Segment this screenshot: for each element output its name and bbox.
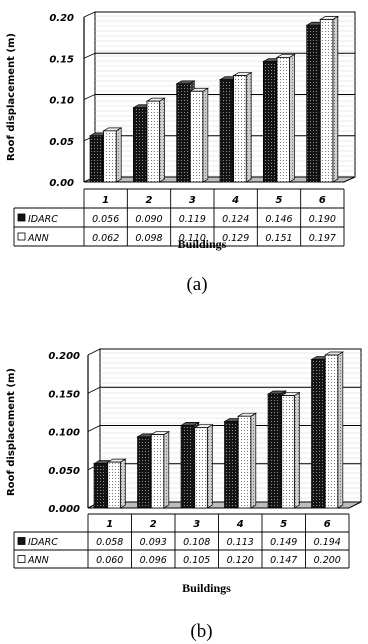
x-tick-label: 1 (102, 195, 109, 206)
x-tick-label: 6 (324, 519, 331, 530)
y-tick-label: 0.000 (48, 504, 80, 515)
legend-swatch-ann (17, 555, 26, 563)
bar-ann-4 (232, 71, 253, 183)
data-cell: 0.120 (227, 555, 254, 566)
gridline-side (87, 425, 101, 432)
x-axis-title: Buildings (178, 237, 227, 251)
chart-b: 0.000 0.050 0.100 0.150 0.200 1 2 3 4 5 6 IDARC 0.05… (6, 348, 362, 642)
data-cell: 0.119 (179, 214, 206, 225)
figure-caption: (a) (186, 274, 207, 295)
legend-swatch-idarc (17, 213, 26, 222)
data-cell: 0.149 (270, 537, 297, 548)
data-cell: 0.105 (183, 555, 210, 566)
data-cell: 0.147 (270, 555, 297, 566)
y-tick-label: 0.100 (48, 428, 80, 439)
x-tick-label: 3 (193, 519, 200, 530)
data-cell: 0.151 (265, 233, 292, 244)
bar-ann-4 (236, 412, 258, 509)
data-cell: 0.110 (179, 233, 206, 244)
bar-ann-5 (280, 391, 301, 509)
data-cell: 0.093 (140, 537, 167, 548)
data-cell: 0.058 (96, 537, 123, 548)
x-tick-label: 5 (280, 519, 287, 530)
x-tick-label: 4 (236, 519, 244, 530)
data-cell: 0.056 (92, 214, 119, 225)
legend-label-ann: ANN (27, 555, 49, 566)
x-tick-label: 1 (106, 519, 113, 530)
data-cell: 0.124 (222, 214, 249, 225)
x-axis-title: Buildings (182, 581, 231, 595)
data-cell: 0.096 (140, 555, 167, 566)
legend-swatch-idarc (17, 537, 26, 545)
y-tick-label: 0.150 (48, 389, 80, 400)
x-tick-label: 5 (276, 195, 283, 206)
x-tick-label: 2 (146, 195, 153, 206)
data-cell: 0.060 (96, 555, 123, 566)
data-cell: 0.090 (135, 214, 162, 225)
legend-label-idarc: IDARC (28, 537, 58, 548)
data-cell: 0.113 (227, 537, 254, 548)
y-tick-label: 0.15 (49, 54, 74, 65)
gridline-side (87, 386, 101, 394)
gridline-side (83, 11, 96, 18)
y-tick-label: 0.050 (48, 466, 80, 477)
bar-ann-2 (145, 97, 166, 183)
data-cell: 0.129 (222, 233, 249, 244)
data-cell: 0.197 (309, 233, 336, 244)
gridline-side (83, 94, 96, 100)
bar-ann-1 (102, 127, 123, 183)
figure-caption: (b) (190, 621, 212, 642)
y-axis-title: Roof displacement (m) (6, 33, 17, 161)
bar-ann-3 (189, 87, 210, 183)
legend-swatch-ann (17, 232, 26, 241)
x-tick-label: 2 (150, 519, 157, 530)
bar-ann-2 (149, 430, 171, 509)
gridline-side (83, 52, 96, 59)
bar-ann-3 (193, 424, 214, 509)
bar-ann-1 (106, 458, 127, 509)
legend-label-idarc: IDARC (28, 214, 58, 225)
bar-ann-6 (319, 15, 340, 183)
data-cell: 0.194 (314, 537, 341, 548)
y-tick-label: 0.00 (49, 178, 74, 189)
y-tick-label: 0.10 (49, 96, 74, 107)
data-cell: 0.200 (314, 555, 341, 566)
y-tick-label: 0.200 (48, 351, 80, 362)
legend-label-ann: ANN (27, 233, 49, 244)
gridline-side (87, 348, 101, 356)
x-tick-label: 6 (319, 195, 326, 206)
data-cell: 0.190 (309, 214, 336, 225)
y-axis-title: Roof displacement (m) (6, 368, 17, 496)
chart-a: 0.00 0.05 0.10 0.15 0.20 1 2 3 4 5 6 IDARC 0.056 0.09… (6, 11, 356, 295)
data-cell: 0.062 (92, 233, 119, 244)
y-tick-label: 0.20 (49, 13, 74, 24)
data-cell: 0.146 (265, 214, 292, 225)
data-cell: 0.108 (183, 537, 210, 548)
bar-ann-5 (275, 53, 296, 183)
data-cell: 0.098 (135, 233, 162, 244)
y-tick-label: 0.05 (49, 137, 74, 148)
x-tick-label: 4 (231, 195, 239, 206)
data-table: 1 2 3 4 5 6 IDARC 0.058 0.093 0.108 0.113 0.149 0.19… (13, 513, 350, 569)
data-table: 1 2 3 4 5 6 IDARC 0.056 0.090 0.119 0.124 0.146 0.19… (13, 188, 345, 247)
bar-ann-6 (323, 351, 345, 509)
x-tick-label: 3 (189, 195, 196, 206)
